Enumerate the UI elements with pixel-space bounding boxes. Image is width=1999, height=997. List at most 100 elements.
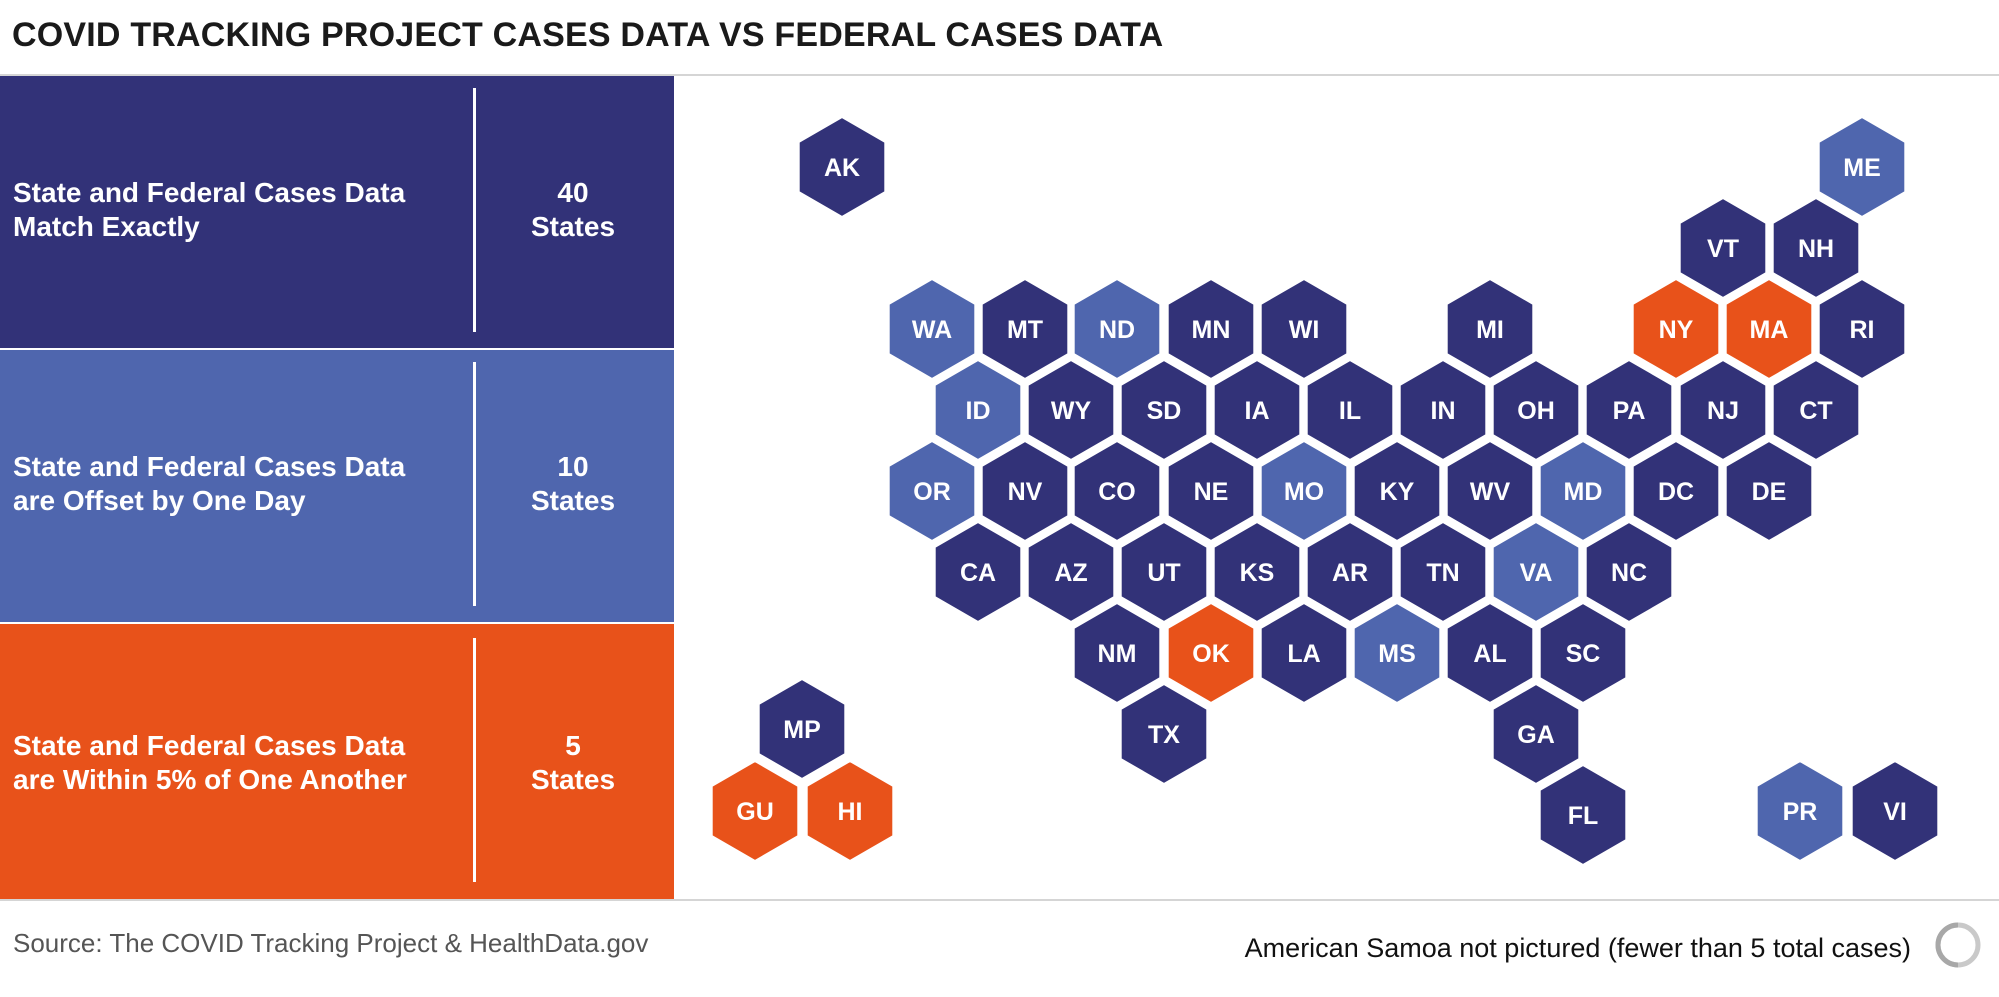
hex-shape [757,677,847,781]
hex-shape [1259,601,1349,705]
hex-shape [1352,439,1442,543]
hex-tile-oh: OH [1491,358,1581,462]
hex-tile-ms: MS [1352,601,1442,705]
hex-label: AK [824,154,860,182]
hex-label: ND [1099,316,1135,344]
hex-label: UT [1147,559,1180,587]
hex-tile-la: LA [1259,601,1349,705]
hex-shape [1491,358,1581,462]
hex-label: HI [838,798,863,826]
hex-shape [1538,601,1628,705]
hex-tile-nh: NH [1771,196,1861,300]
hex-tile-in: IN [1398,358,1488,462]
hex-label: GU [736,798,774,826]
hex-label: VI [1883,798,1907,826]
hex-shape [1491,682,1581,786]
legend-row-match: State and Federal Cases Data Match Exact… [0,76,674,348]
hex-tile-or: OR [887,439,977,543]
hex-label: IL [1339,397,1361,425]
legend-count: 40 States [530,177,616,242]
hex-label: NY [1659,316,1694,344]
hex-tile-nd: ND [1072,277,1162,381]
hex-tile-va: VA [1491,520,1581,624]
hex-tile-nj: NJ [1678,358,1768,462]
hex-tile-ct: CT [1771,358,1861,462]
hex-shape [933,520,1023,624]
hex-label: PA [1613,397,1646,425]
hex-tile-pa: PA [1584,358,1674,462]
hex-label: NE [1194,478,1229,506]
hex-shape [1212,358,1302,462]
hex-label: NV [1008,478,1043,506]
hex-tile-vi: VI [1850,759,1940,863]
hex-label: SC [1566,640,1601,668]
hex-label: DC [1658,478,1694,506]
hex-shape [1026,358,1116,462]
hex-shape [1538,763,1628,867]
hex-tile-wa: WA [887,277,977,381]
hex-label: NJ [1707,397,1739,425]
hex-shape [1119,682,1209,786]
hex-shape [1072,277,1162,381]
hex-shape [1166,439,1256,543]
hex-shape [1305,358,1395,462]
hex-tile-wi: WI [1259,277,1349,381]
hex-shape [1398,358,1488,462]
hex-tile-ny: NY [1631,277,1721,381]
hex-shape [1678,196,1768,300]
hex-tile-md: MD [1538,439,1628,543]
hex-tile-ut: UT [1119,520,1209,624]
hex-label: CA [960,559,996,587]
hex-tile-nc: NC [1584,520,1674,624]
hex-tile-me: ME [1817,115,1907,219]
hex-tile-sc: SC [1538,601,1628,705]
hex-shape [1631,277,1721,381]
chart-title: COVID TRACKING PROJECT CASES DATA VS FED… [12,16,1164,54]
hex-tile-ga: GA [1491,682,1581,786]
hex-shape [887,439,977,543]
hex-tile-ri: RI [1817,277,1907,381]
hex-shape [1445,601,1535,705]
hex-tile-nm: NM [1072,601,1162,705]
hex-shape [1584,358,1674,462]
bottom-divider [0,899,1999,901]
covid-tracking-logo-icon [1935,922,1981,968]
hex-label: AR [1332,559,1368,587]
hex-label: WV [1470,478,1511,506]
hex-shape [1398,520,1488,624]
hex-shape [1755,759,1845,863]
hex-label: OR [913,478,951,506]
legend-divider [473,362,476,606]
hex-shape [805,759,895,863]
hex-label: SD [1147,397,1182,425]
legend-row-within: State and Federal Cases Data are Within … [0,624,674,899]
hex-label: OH [1517,397,1555,425]
hex-shape [710,759,800,863]
hex-shape [1584,520,1674,624]
hex-label: NC [1611,559,1647,587]
hex-shape [1352,601,1442,705]
hex-shape [1445,439,1535,543]
hex-label: TN [1426,559,1459,587]
hex-tile-az: AZ [1026,520,1116,624]
hex-shape [1538,439,1628,543]
hex-label: MP [783,716,821,744]
hex-label: NH [1798,235,1834,263]
hex-label: TX [1148,721,1180,749]
hex-label: CO [1098,478,1136,506]
hex-shape [933,358,1023,462]
hex-shape [1259,277,1349,381]
source-credit: Source: The COVID Tracking Project & Hea… [13,928,649,958]
legend-divider [473,638,476,882]
hex-label: MS [1378,640,1416,668]
legend-count: 10 States [530,451,616,516]
hex-label: ME [1843,154,1881,182]
hex-label: CT [1799,397,1832,425]
hex-shape [1817,115,1907,219]
hex-tile-dc: DC [1631,439,1721,543]
hex-shape [1305,520,1395,624]
hex-shape [1259,439,1349,543]
footnote: American Samoa not pictured (fewer than … [1244,933,1911,963]
hex-tile-nv: NV [980,439,1070,543]
hex-shape [797,115,887,219]
